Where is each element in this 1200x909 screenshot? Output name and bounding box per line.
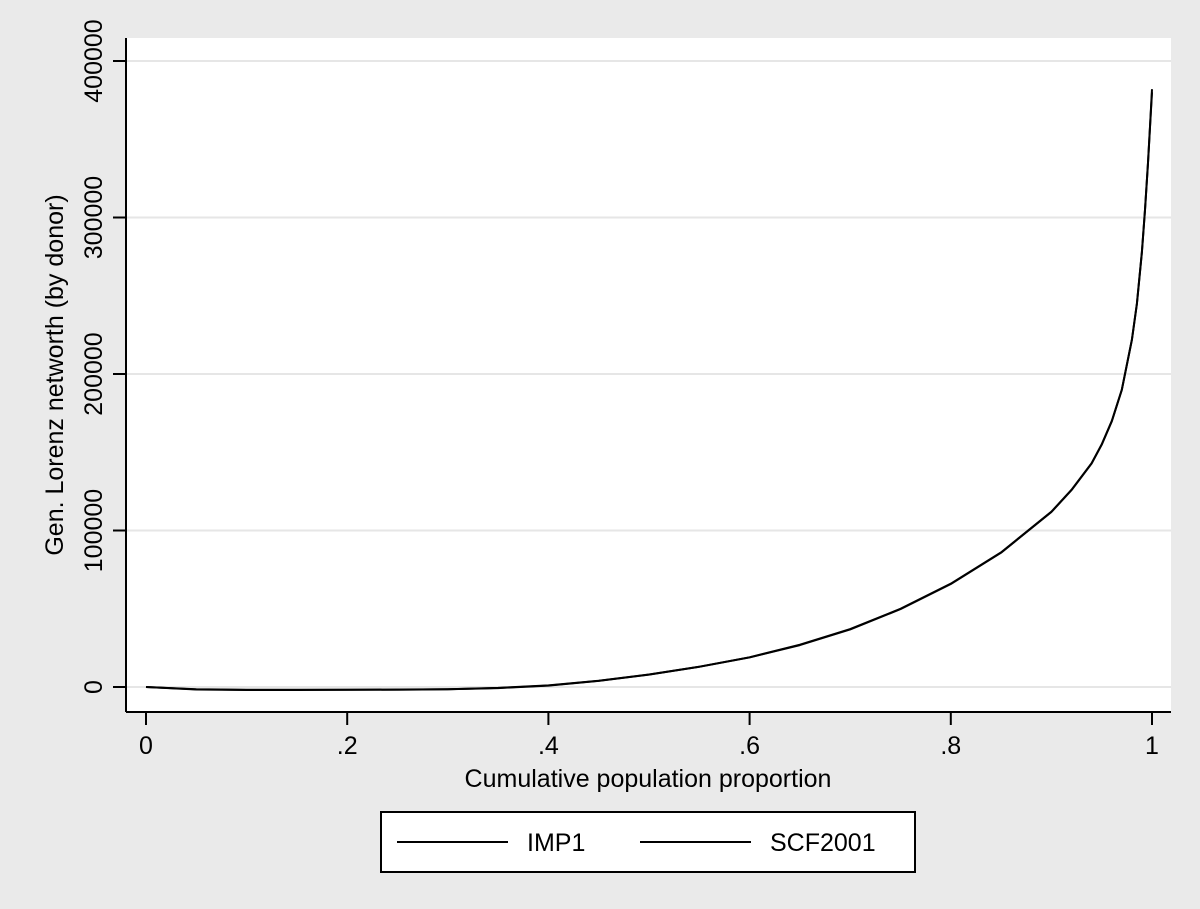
x-tick-label-2: .4 bbox=[538, 732, 559, 760]
y-tick-label-0: 0 bbox=[80, 680, 108, 694]
x-tick-label-0: 0 bbox=[139, 732, 153, 760]
y-tick-label-2: 200000 bbox=[80, 332, 108, 415]
legend-label-scf2001: SCF2001 bbox=[770, 829, 876, 857]
y-ticks: 0 100000 200000 300000 400000 bbox=[80, 19, 126, 694]
y-tick-label-1: 100000 bbox=[80, 489, 108, 572]
legend-label-imp1: IMP1 bbox=[527, 829, 585, 857]
series-lines bbox=[145, 89, 1153, 691]
y-tick-label-4: 400000 bbox=[80, 19, 108, 102]
x-ticks: 0 .2 .4 .6 .8 1 bbox=[139, 712, 1159, 760]
grid-lines bbox=[127, 60, 1171, 688]
x-tick-label-1: .2 bbox=[337, 732, 358, 760]
legend: IMP1 SCF2001 bbox=[380, 811, 916, 873]
y-tick-label-3: 300000 bbox=[80, 176, 108, 259]
y-axis-title: Gen. Lorenz networth (by donor) bbox=[41, 194, 69, 555]
x-tick-label-5: 1 bbox=[1145, 732, 1159, 760]
x-tick-label-3: .6 bbox=[739, 732, 760, 760]
x-tick-label-4: .8 bbox=[940, 732, 961, 760]
x-axis-title: Cumulative population proportion bbox=[465, 765, 832, 793]
series-line-scf2001 bbox=[145, 92, 1153, 691]
